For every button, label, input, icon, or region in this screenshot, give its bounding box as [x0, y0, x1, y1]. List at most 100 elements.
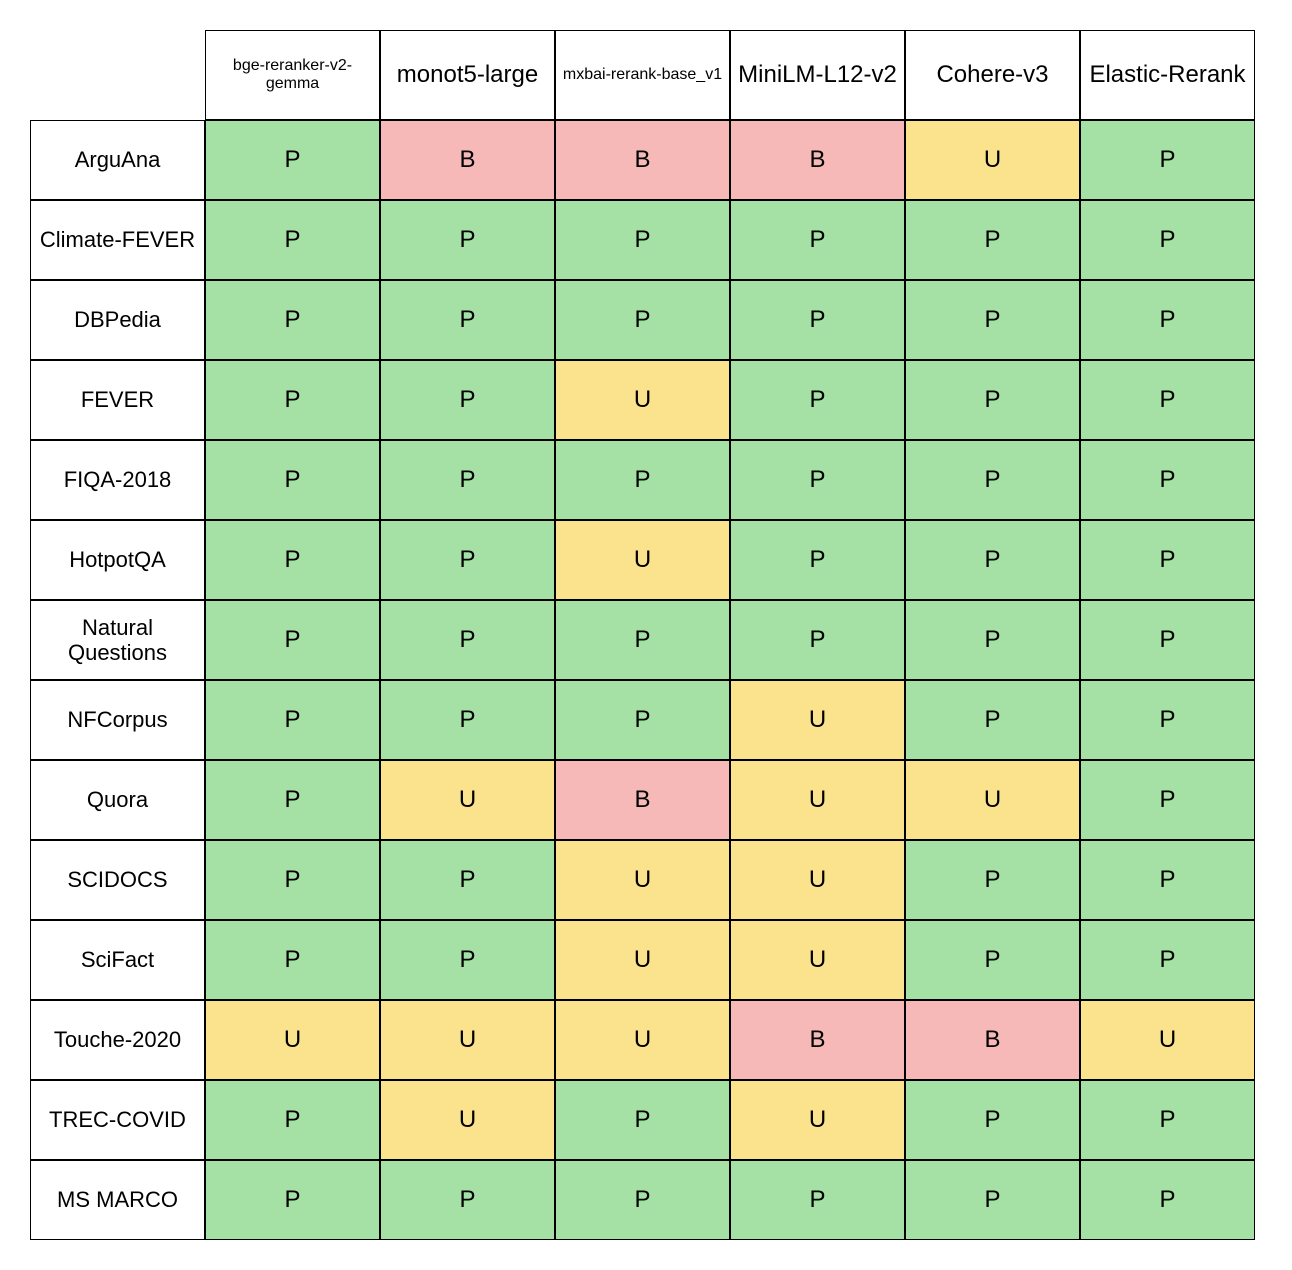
data-cell: U	[555, 920, 730, 1000]
data-cell: P	[1080, 200, 1255, 280]
data-cell: P	[555, 1080, 730, 1160]
row-header: MS MARCO	[30, 1160, 205, 1240]
data-cell: P	[205, 360, 380, 440]
col-header: bge-reranker-v2-gemma	[205, 30, 380, 120]
data-cell: P	[205, 280, 380, 360]
data-cell: P	[205, 760, 380, 840]
data-cell: P	[380, 440, 555, 520]
data-cell: P	[905, 200, 1080, 280]
data-cell: P	[905, 1160, 1080, 1240]
col-header: monot5-large	[380, 30, 555, 120]
table-corner	[30, 30, 205, 120]
data-cell: U	[730, 760, 905, 840]
row-header: FEVER	[30, 360, 205, 440]
data-cell: P	[555, 680, 730, 760]
data-cell: P	[555, 1160, 730, 1240]
data-cell: P	[730, 280, 905, 360]
data-cell: P	[380, 920, 555, 1000]
row-header: HotpotQA	[30, 520, 205, 600]
data-cell: P	[380, 680, 555, 760]
data-cell: P	[905, 520, 1080, 600]
data-cell: P	[905, 440, 1080, 520]
data-cell: U	[555, 360, 730, 440]
data-cell: P	[1080, 920, 1255, 1000]
data-cell: B	[905, 1000, 1080, 1080]
data-cell: P	[1080, 680, 1255, 760]
data-cell: P	[730, 520, 905, 600]
data-cell: P	[205, 920, 380, 1000]
data-cell: P	[905, 840, 1080, 920]
data-cell: P	[380, 520, 555, 600]
data-cell: P	[205, 520, 380, 600]
data-cell: P	[905, 680, 1080, 760]
row-header: Climate-FEVER	[30, 200, 205, 280]
data-cell: U	[730, 680, 905, 760]
data-cell: P	[1080, 280, 1255, 360]
data-cell: P	[205, 440, 380, 520]
col-header: MiniLM-L12-v2	[730, 30, 905, 120]
data-cell: P	[205, 120, 380, 200]
data-cell: B	[380, 120, 555, 200]
data-cell: P	[205, 840, 380, 920]
data-cell: P	[1080, 840, 1255, 920]
data-cell: P	[1080, 520, 1255, 600]
data-cell: B	[730, 1000, 905, 1080]
row-header: NFCorpus	[30, 680, 205, 760]
data-cell: U	[730, 1080, 905, 1160]
data-cell: U	[555, 520, 730, 600]
data-cell: P	[1080, 760, 1255, 840]
data-cell: P	[555, 600, 730, 680]
data-cell: P	[730, 1160, 905, 1240]
row-header: Natural Questions	[30, 600, 205, 680]
data-cell: P	[730, 600, 905, 680]
data-cell: P	[905, 280, 1080, 360]
data-cell: P	[380, 200, 555, 280]
data-cell: U	[380, 1000, 555, 1080]
data-cell: P	[380, 360, 555, 440]
data-cell: P	[1080, 120, 1255, 200]
data-cell: U	[380, 1080, 555, 1160]
data-cell: P	[905, 360, 1080, 440]
data-cell: P	[1080, 360, 1255, 440]
data-cell: B	[730, 120, 905, 200]
row-header: TREC-COVID	[30, 1080, 205, 1160]
data-cell: P	[555, 200, 730, 280]
data-cell: P	[905, 1080, 1080, 1160]
data-cell: P	[730, 200, 905, 280]
data-cell: P	[555, 440, 730, 520]
data-cell: U	[730, 920, 905, 1000]
comparison-table: bge-reranker-v2-gemmamonot5-largemxbai-r…	[30, 30, 1262, 1240]
data-cell: P	[1080, 1160, 1255, 1240]
data-cell: P	[380, 840, 555, 920]
data-cell: U	[905, 120, 1080, 200]
data-cell: P	[380, 600, 555, 680]
row-header: Touche-2020	[30, 1000, 205, 1080]
data-cell: U	[205, 1000, 380, 1080]
data-cell: U	[1080, 1000, 1255, 1080]
data-cell: P	[380, 1160, 555, 1240]
data-cell: P	[905, 600, 1080, 680]
data-cell: P	[205, 1080, 380, 1160]
row-header: ArguAna	[30, 120, 205, 200]
row-header: SciFact	[30, 920, 205, 1000]
row-header: Quora	[30, 760, 205, 840]
row-header: DBPedia	[30, 280, 205, 360]
row-header: SCIDOCS	[30, 840, 205, 920]
col-header: Elastic-Rerank	[1080, 30, 1255, 120]
data-cell: U	[730, 840, 905, 920]
col-header: mxbai-rerank-base_v1	[555, 30, 730, 120]
data-cell: B	[555, 120, 730, 200]
data-cell: U	[555, 840, 730, 920]
data-cell: P	[1080, 600, 1255, 680]
data-cell: P	[1080, 440, 1255, 520]
data-cell: U	[555, 1000, 730, 1080]
row-header: FIQA-2018	[30, 440, 205, 520]
data-cell: P	[205, 600, 380, 680]
table-grid: bge-reranker-v2-gemmamonot5-largemxbai-r…	[30, 30, 1262, 1240]
data-cell: P	[380, 280, 555, 360]
data-cell: P	[205, 1160, 380, 1240]
data-cell: P	[730, 440, 905, 520]
data-cell: P	[205, 200, 380, 280]
data-cell: U	[380, 760, 555, 840]
data-cell: P	[205, 680, 380, 760]
